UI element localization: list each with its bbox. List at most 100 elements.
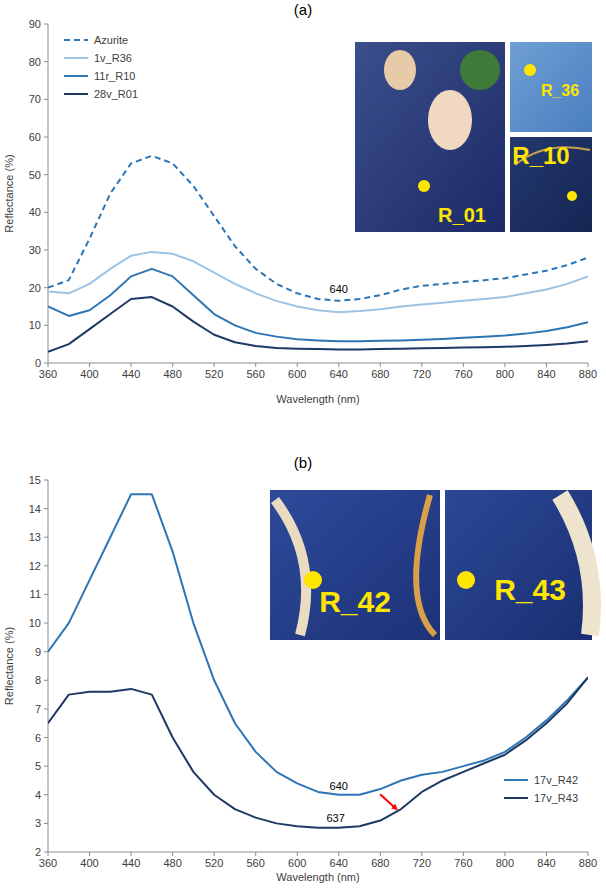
- inset-dot: [524, 64, 536, 76]
- x-tick-label: 520: [205, 368, 223, 380]
- y-tick: [44, 565, 48, 566]
- series-line: [48, 297, 588, 352]
- inset-figure: [460, 50, 500, 90]
- x-tick-label: 400: [80, 368, 98, 380]
- series-line: [48, 269, 588, 341]
- panel: (b)3604004404805205606006406807207608008…: [3, 454, 597, 883]
- x-tick: [214, 852, 215, 856]
- x-tick: [172, 852, 173, 856]
- x-tick: [421, 852, 422, 856]
- y-tick: [44, 537, 48, 538]
- y-tick: [44, 508, 48, 509]
- y-tick-label: 2: [35, 846, 41, 858]
- y-tick: [44, 250, 48, 251]
- y-tick: [44, 708, 48, 709]
- x-tick-label: 480: [163, 857, 181, 869]
- x-tick-label: 680: [371, 857, 389, 869]
- y-tick: [44, 212, 48, 213]
- y-tick-label: 14: [29, 503, 41, 515]
- y-tick: [44, 363, 48, 364]
- y-tick: [44, 766, 48, 767]
- x-tick-label: 440: [122, 857, 140, 869]
- x-tick-label: 680: [371, 368, 389, 380]
- y-tick-label: 12: [29, 560, 41, 572]
- y-tick-label: 20: [29, 282, 41, 294]
- x-tick: [380, 852, 381, 856]
- x-tick-label: 440: [122, 368, 140, 380]
- x-tick-label: 360: [39, 368, 57, 380]
- x-tick: [214, 363, 215, 367]
- x-tick: [172, 363, 173, 367]
- y-tick: [44, 480, 48, 481]
- y-tick: [44, 623, 48, 624]
- y-tick-label: 10: [29, 319, 41, 331]
- y-tick-label: 80: [29, 56, 41, 68]
- legend-swatch: [64, 75, 88, 77]
- x-tick: [131, 852, 132, 856]
- y-tick-label: 30: [29, 244, 41, 256]
- y-axis-title: Reflectance (%): [3, 154, 15, 232]
- x-tick: [131, 363, 132, 367]
- inset-ornament: [275, 500, 306, 635]
- x-tick-label: 600: [288, 368, 306, 380]
- legend-swatch: [64, 57, 88, 59]
- inset-photo: [510, 42, 592, 132]
- inset-photo: [510, 137, 592, 232]
- y-axis: [48, 480, 49, 852]
- inset-photo: [355, 42, 505, 232]
- x-tick: [255, 363, 256, 367]
- inset-label: R_42: [319, 585, 391, 618]
- x-axis: [48, 363, 588, 364]
- x-tick-label: 520: [205, 857, 223, 869]
- x-tick-label: 840: [537, 368, 555, 380]
- x-tick: [297, 852, 298, 856]
- y-tick: [44, 852, 48, 853]
- y-tick-label: 4: [35, 789, 41, 801]
- y-tick: [44, 823, 48, 824]
- y-tick-label: 15: [29, 474, 41, 486]
- inset-label: R_43: [494, 573, 566, 606]
- inset-figure: [384, 50, 416, 90]
- y-tick: [44, 737, 48, 738]
- y-tick: [44, 137, 48, 138]
- panel-title: (a): [294, 1, 312, 18]
- y-axis: [48, 24, 49, 363]
- x-tick: [463, 852, 464, 856]
- x-tick: [48, 363, 49, 367]
- y-tick: [44, 287, 48, 288]
- panel: (a)3604004404805205606006406807207608008…: [3, 1, 597, 405]
- x-tick: [546, 363, 547, 367]
- y-tick-label: 90: [29, 18, 41, 30]
- x-tick: [255, 852, 256, 856]
- legend-label: 17v_R42: [534, 774, 578, 786]
- x-axis-title: Wavelength (nm): [276, 871, 359, 883]
- inset-label: R_36: [541, 82, 579, 99]
- x-tick: [504, 363, 505, 367]
- inset-dot: [418, 180, 430, 192]
- y-tick: [44, 594, 48, 595]
- x-tick-label: 800: [496, 368, 514, 380]
- inset-photo: [445, 490, 592, 640]
- y-tick-label: 11: [30, 588, 41, 600]
- y-tick-label: 40: [29, 206, 41, 218]
- x-tick-label: 360: [39, 857, 57, 869]
- x-axis: [48, 852, 588, 853]
- x-tick: [48, 852, 49, 856]
- y-tick-label: 13: [29, 531, 41, 543]
- y-tick: [44, 325, 48, 326]
- y-tick-label: 7: [35, 703, 41, 715]
- figure: (a)3604004404805205606006406807207608008…: [0, 0, 606, 888]
- y-tick: [44, 794, 48, 795]
- legend: 17v_R4217v_R43: [504, 774, 578, 804]
- legend-label: 11r_R10: [94, 70, 135, 82]
- x-tick-label: 560: [247, 368, 265, 380]
- inset-figure: [428, 90, 472, 150]
- x-tick: [588, 852, 589, 856]
- arrow-head: [391, 804, 398, 810]
- inset-label: R_10: [512, 142, 569, 169]
- y-tick: [44, 651, 48, 652]
- x-tick-label: 560: [247, 857, 265, 869]
- x-tick-label: 720: [413, 368, 431, 380]
- x-tick-label: 640: [330, 857, 348, 869]
- y-tick-label: 9: [35, 646, 41, 658]
